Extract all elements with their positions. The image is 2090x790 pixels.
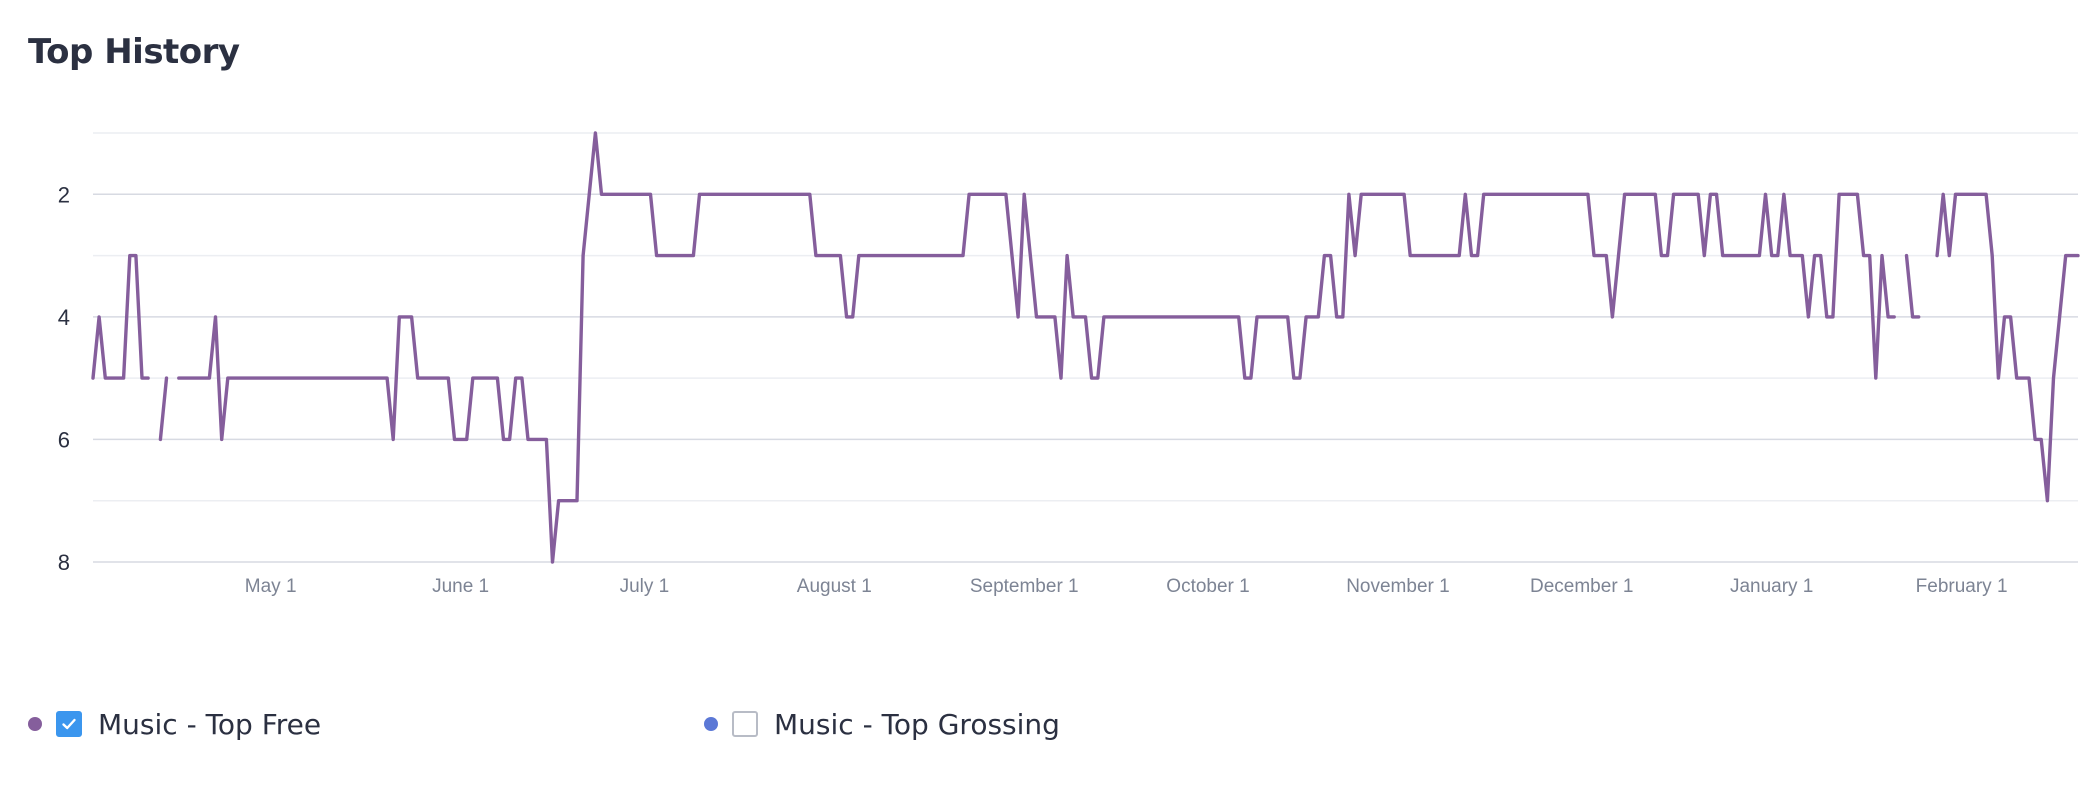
x-tick-label: October 1 xyxy=(1166,576,1249,597)
x-tick-label: September 1 xyxy=(970,576,1079,597)
series-layer xyxy=(91,131,2080,564)
y-tick-label: 2 xyxy=(58,182,70,207)
legend-label-top-grossing[interactable]: Music - Top Grossing xyxy=(774,707,1060,741)
top-grossing-checkbox[interactable] xyxy=(732,711,758,737)
y-tick-label: 4 xyxy=(58,305,70,330)
series-color-dot xyxy=(28,717,42,731)
x-tick-label: May 1 xyxy=(245,576,297,597)
legend-item-top-free[interactable]: Music - Top Free xyxy=(28,702,321,746)
x-tick-label: January 1 xyxy=(1730,576,1813,597)
legend-item-top-grossing[interactable]: Music - Top Grossing xyxy=(704,702,1060,746)
x-tick-label: June 1 xyxy=(432,576,489,597)
x-tick-label: November 1 xyxy=(1346,576,1450,597)
legend-label-top-free[interactable]: Music - Top Free xyxy=(98,707,322,741)
grid-layer xyxy=(93,132,2078,563)
x-tick-label: December 1 xyxy=(1530,576,1634,597)
x-axis-ticks: May 1 June 1 July 1 August 1 September 1 Octo… xyxy=(245,576,2008,597)
y-tick-label: 8 xyxy=(58,550,70,575)
x-tick-label: February 1 xyxy=(1916,576,2008,597)
legend: Music - Top Free Music - Top Grossing xyxy=(0,702,2090,752)
x-tick-label: August 1 xyxy=(797,576,872,597)
y-axis-ticks: 2 4 6 8 xyxy=(58,182,70,575)
checkmark-icon xyxy=(62,718,76,730)
chart-title: Top History xyxy=(28,32,240,72)
x-tick-label: July 1 xyxy=(620,576,670,597)
series-color-dot xyxy=(704,717,718,731)
y-tick-label: 6 xyxy=(58,427,70,452)
top-free-checkbox[interactable] xyxy=(56,711,82,737)
top-history-chart: May 1 June 1 July 1 August 1 September 1 Octo… xyxy=(58,131,2080,597)
series-line-music-top-free xyxy=(91,131,2080,564)
